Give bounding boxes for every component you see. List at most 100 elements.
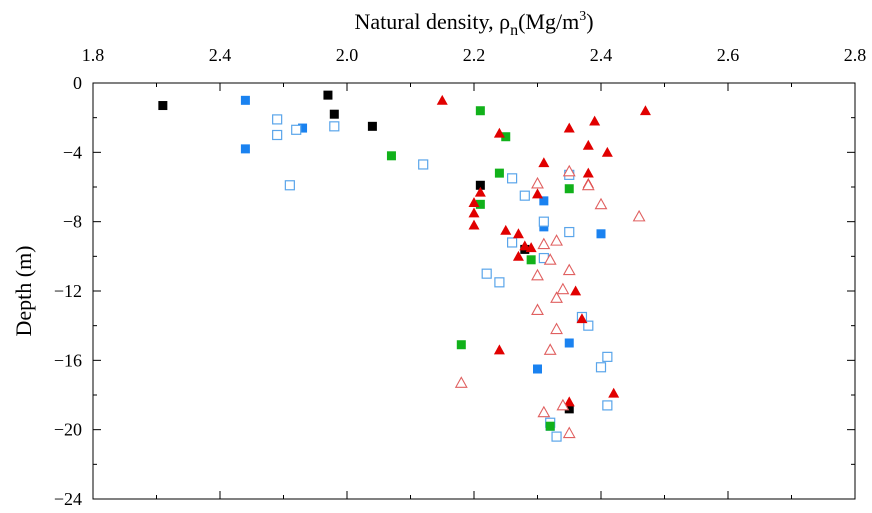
data-point-open-square	[291, 124, 302, 135]
data-point-open-triangle	[550, 322, 563, 335]
data-point-open-square	[284, 180, 295, 191]
data-point-square	[564, 184, 574, 194]
data-point-open-triangle	[556, 282, 570, 295]
data-point-triangle	[532, 188, 543, 199]
data-point-open-square	[519, 190, 530, 201]
data-point-square	[526, 255, 536, 265]
data-point-triangle	[601, 146, 613, 157]
x-axis-title-main: Natural density, ρ	[354, 9, 510, 34]
data-point-square	[564, 338, 574, 348]
data-point-square	[456, 340, 466, 350]
x-axis-title-subscript: n	[510, 22, 518, 39]
data-point-open-triangle	[562, 426, 576, 439]
data-point-triangle	[512, 250, 524, 261]
data-point-open-square	[507, 237, 518, 248]
data-point-open-triangle	[543, 253, 557, 265]
data-point-square	[545, 421, 555, 431]
data-point-square	[501, 132, 511, 142]
x-tick-label: 2.0	[336, 45, 359, 65]
data-point-triangle	[570, 285, 582, 296]
data-point-triangle	[436, 94, 448, 105]
x-tick-label: 2.8	[844, 45, 867, 65]
x-axis-title-unit-superscript: 3	[579, 9, 586, 24]
data-point-square	[564, 404, 574, 414]
data-point-triangle	[538, 157, 550, 168]
data-point-triangle	[582, 139, 594, 150]
data-point-open-square	[329, 121, 340, 132]
data-point-open-square	[494, 277, 505, 288]
y-tick-label: 0	[73, 73, 82, 93]
data-point-triangle	[512, 228, 524, 239]
data-point-open-square	[481, 268, 492, 279]
y-tick-label: −8	[63, 212, 82, 232]
x-axis-title-unit-open: (Mg/m	[518, 9, 579, 34]
data-point-open-triangle	[562, 164, 576, 177]
data-point-open-square	[551, 431, 562, 442]
data-point-square	[323, 90, 333, 100]
data-point-open-triangle	[556, 398, 570, 411]
data-point-square	[158, 101, 168, 111]
x-tick-label: 2.4	[590, 45, 613, 65]
data-point-open-square	[583, 320, 594, 331]
y-tick-label: −4	[63, 142, 82, 162]
data-point-open-triangle	[531, 176, 544, 189]
data-point-square	[539, 222, 549, 232]
data-point-open-square	[418, 159, 429, 170]
data-point-open-square	[272, 114, 283, 125]
data-point-square	[386, 151, 396, 161]
data-point-open-square	[564, 226, 575, 238]
data-point-square	[240, 95, 250, 105]
data-point-open-triangle	[531, 303, 544, 316]
data-point-open-triangle	[543, 343, 557, 355]
data-point-square	[475, 180, 485, 190]
data-point-triangle	[500, 224, 512, 235]
x-tick-label: 2.2	[463, 45, 486, 65]
data-point-open-triangle	[562, 263, 576, 276]
data-point-triangle	[474, 186, 486, 197]
y-tick-label: −20	[54, 420, 82, 440]
plot-frame	[92, 82, 856, 500]
data-point-open-square	[595, 362, 607, 373]
data-point-triangle	[525, 242, 537, 253]
y-tick-label: −16	[54, 350, 82, 370]
x-tick-label: 1.8	[82, 45, 105, 65]
data-point-open-triangle	[581, 178, 595, 191]
data-point-open-triangle	[454, 376, 468, 388]
y-axis-title: Depth (m)	[11, 245, 36, 336]
data-point-triangle	[589, 115, 601, 126]
data-point-square	[539, 196, 549, 206]
data-point-open-square	[538, 216, 549, 227]
data-point-triangle	[493, 344, 505, 355]
y-tick-label: −12	[54, 281, 82, 301]
data-point-open-triangle	[531, 268, 544, 281]
data-point-open-triangle	[550, 234, 563, 246]
x-axis-title: Natural density, ρn(Mg/m3)	[354, 9, 593, 39]
data-point-open-triangle	[537, 405, 551, 418]
x-tick-label: 2.4	[209, 45, 232, 65]
data-point-open-triangle	[537, 237, 551, 250]
data-point-square	[329, 109, 339, 119]
data-point-square	[298, 123, 308, 133]
data-point-triangle	[468, 207, 480, 218]
data-point-square	[240, 144, 250, 154]
data-point-triangle	[563, 396, 575, 407]
data-point-triangle	[493, 127, 505, 138]
data-point-triangle	[563, 122, 575, 133]
data-point-square	[367, 121, 377, 131]
data-point-triangle	[608, 387, 620, 398]
data-point-triangle	[468, 219, 480, 230]
data-point-square	[533, 364, 542, 374]
x-tick-label: 2.6	[717, 45, 740, 65]
data-point-triangle	[519, 240, 531, 251]
x-axis-title-unit-close: )	[586, 9, 593, 34]
y-tick-label: −24	[54, 489, 82, 508]
data-point-triangle	[576, 313, 588, 324]
data-points	[158, 90, 651, 442]
data-point-open-triangle	[594, 197, 608, 210]
data-point-square	[596, 229, 606, 239]
data-point-triangle	[582, 167, 594, 178]
data-point-triangle	[639, 105, 651, 116]
data-point-square	[494, 168, 504, 178]
